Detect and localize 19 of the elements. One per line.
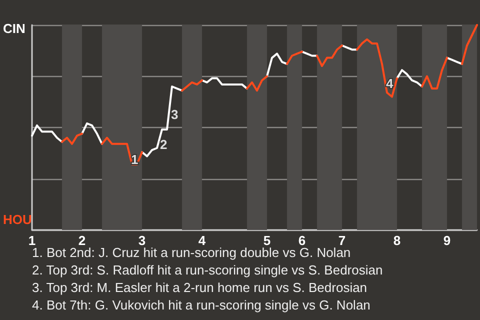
- x-tick-label: 2: [78, 233, 86, 248]
- annotation: 3: [171, 107, 178, 122]
- text: HOU: [3, 212, 32, 227]
- annotation: 2: [160, 137, 168, 152]
- text: 3. Top 3rd: M. Easler hit a 2-run home run vs S. Bedrosian: [32, 280, 368, 295]
- text: CIN: [3, 21, 26, 36]
- text: 4. Bot 7th: G. Vukovich hit a run-scoring single vs G. Nolan: [32, 298, 370, 312]
- x-tick-label: 9: [443, 233, 451, 248]
- annotation: 1: [131, 152, 138, 167]
- text: 2. Top 3rd: S. Radloff hit a run-scoring single vs S. Bedrosian: [32, 262, 383, 278]
- x-tick-label: 1: [28, 233, 36, 248]
- x-tick-label: 7: [338, 233, 346, 248]
- x-tick-label: 8: [393, 233, 401, 248]
- annotation: 4: [386, 76, 394, 91]
- x-tick-label: 4: [198, 233, 206, 248]
- x-tick-label: 3: [138, 233, 146, 248]
- text: 1. Bot 2nd: J. Cruz hit a run-scoring double vs G. Nolan: [32, 245, 351, 260]
- x-tick-label: 6: [298, 233, 306, 248]
- x-tick-label: 5: [263, 233, 271, 248]
